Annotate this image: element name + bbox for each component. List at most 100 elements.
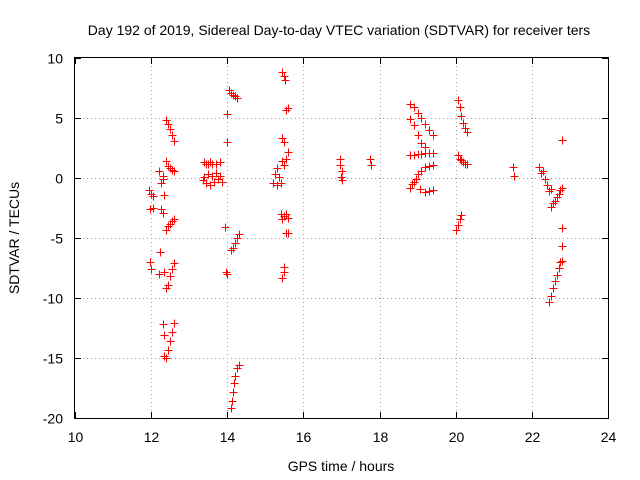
data-point [459,119,468,128]
y-tick-label: -5 [51,231,64,247]
data-point [456,215,465,224]
x-tick-label: 20 [449,429,465,445]
data-point [275,173,284,182]
chart-title: Day 192 of 2019, Sidereal Day-to-day VTE… [88,22,590,38]
data-point [551,277,560,286]
data-point [277,179,286,188]
data-point [456,103,465,112]
x-axis-label: GPS time / hours [288,458,395,474]
data-point [406,184,415,193]
data-point [168,328,177,337]
data-point [223,270,232,279]
data-point [216,172,225,181]
data-point [269,179,278,188]
data-point [166,272,175,281]
data-point [549,284,558,293]
data-point [146,258,155,267]
data-point [282,155,291,164]
x-tick-label: 18 [373,429,389,445]
data-point [212,160,221,169]
data-point [235,230,244,239]
data-point [231,92,240,101]
data-point [558,257,567,266]
data-point [558,136,567,145]
data-point [284,104,293,113]
data-point [509,163,518,172]
data-point [218,178,227,187]
data-point [545,187,554,196]
data-point [406,115,415,124]
data-point [457,156,466,165]
data-point [429,131,438,140]
data-point [408,180,417,189]
data-point [539,167,548,176]
data-point [223,110,232,119]
data-point [159,209,168,218]
data-point [547,292,556,301]
data-point [170,259,179,268]
data-point [228,397,237,406]
data-point [223,138,232,147]
data-point [412,175,421,184]
data-point [537,169,546,178]
data-point [170,215,179,224]
data-point [549,199,558,208]
data-point [278,68,287,77]
data-point [284,229,293,238]
data-point [510,172,519,181]
data-point [558,224,567,233]
data-point [233,234,242,243]
data-point [284,148,293,157]
data-point [168,131,177,140]
data-point [162,354,171,363]
data-point [160,331,169,340]
data-point [457,211,466,220]
x-tick-label: 12 [144,429,160,445]
y-tick-label: 0 [55,171,63,187]
x-tick-label: 10 [68,429,84,445]
data-point [162,157,171,166]
data-point [463,160,472,169]
data-point [454,221,463,230]
data-point [410,121,419,130]
data-point [463,128,472,137]
data-point [216,158,225,167]
data-point [417,114,426,123]
data-point [278,157,287,166]
y-tick-label: 10 [47,51,63,67]
data-point [230,379,239,388]
data-point [204,170,213,179]
data-point [459,158,468,167]
data-point [231,372,240,381]
data-point [156,248,165,257]
data-point [280,212,289,221]
y-tick-label: 5 [55,111,63,127]
data-point [410,103,419,112]
data-point [227,246,236,255]
data-point [414,131,423,140]
data-point [233,94,242,103]
data-point [429,149,438,158]
data-point [145,186,154,195]
data-point [157,205,166,214]
data-point [551,197,560,206]
data-point [280,161,289,170]
data-point [166,337,175,346]
data-point [281,76,290,85]
data-point [282,106,291,115]
data-point [280,72,289,81]
data-point [147,265,156,274]
data-point [367,161,376,170]
data-point [558,242,567,251]
data-point [280,138,289,147]
data-point [366,155,375,164]
data-point [410,151,419,160]
data-point [338,176,347,185]
data-point [425,187,434,196]
data-point [421,188,430,197]
data-point [416,185,425,194]
grid-lines [75,58,608,418]
data-point [168,217,177,226]
data-point [555,190,564,199]
